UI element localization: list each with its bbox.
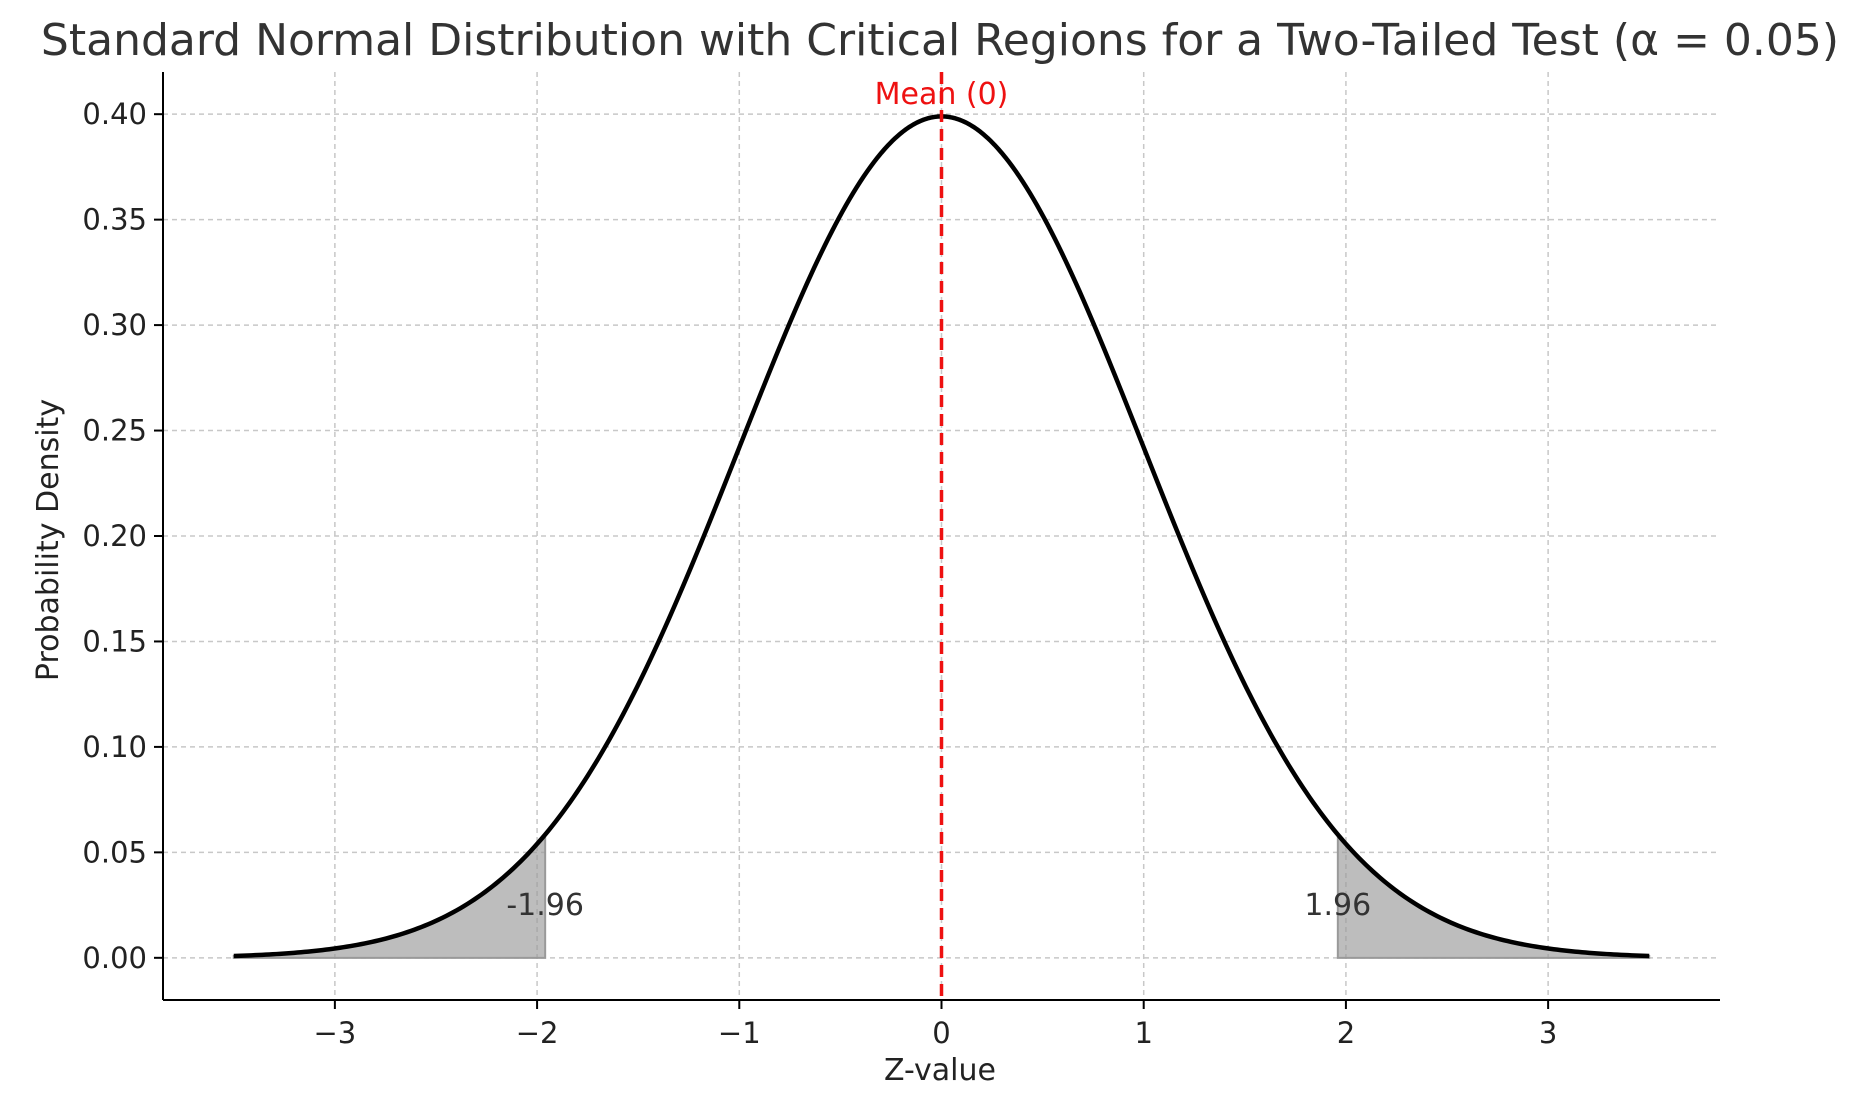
x-tick-label: 1 bbox=[1134, 1016, 1152, 1050]
y-tick-label: 0.30 bbox=[82, 308, 147, 342]
x-tick-label: 0 bbox=[932, 1016, 950, 1050]
x-tick-label: −3 bbox=[314, 1016, 357, 1050]
critical-value-label: 1.96 bbox=[1304, 888, 1371, 923]
y-tick-label: 0.10 bbox=[82, 730, 147, 764]
y-tick-label: 0.05 bbox=[82, 835, 147, 869]
mean-label: Mean (0) bbox=[875, 77, 1009, 112]
y-axis-label: Probability Density bbox=[31, 399, 66, 681]
y-tick-label: 0.25 bbox=[82, 414, 147, 448]
x-tick-label: 3 bbox=[1539, 1016, 1557, 1050]
y-tick-label: 0.15 bbox=[82, 624, 147, 658]
x-axis-label: Z-value bbox=[884, 1053, 996, 1088]
chart-title: Standard Normal Distribution with Critic… bbox=[41, 15, 1839, 66]
y-tick-label: 0.00 bbox=[82, 941, 147, 975]
annotations: -1.96 1.96 bbox=[506, 888, 1371, 923]
y-tick-label: 0.20 bbox=[82, 519, 147, 553]
y-tick-label: 0.40 bbox=[82, 97, 147, 131]
y-tick-label: 0.35 bbox=[82, 203, 147, 237]
x-tick-label: 2 bbox=[1337, 1016, 1355, 1050]
x-tick-label: −1 bbox=[718, 1016, 761, 1050]
x-tick-label: −2 bbox=[516, 1016, 559, 1050]
mean-line-layer: Mean (0) bbox=[875, 72, 1009, 1000]
x-axis-ticks: −3 −2 −1 0 1 2 3 bbox=[314, 1000, 1557, 1050]
y-axis-ticks: 0.00 0.05 0.10 0.15 0.20 0.25 0.30 0.35 0.40 bbox=[82, 97, 163, 975]
critical-value-label: -1.96 bbox=[506, 888, 584, 923]
